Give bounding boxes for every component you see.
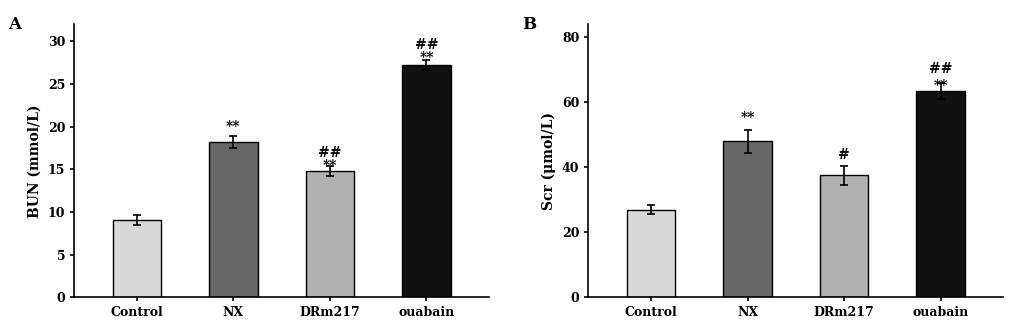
Text: ##: ## [928,62,952,76]
Text: **: ** [932,79,947,93]
Y-axis label: Scr (μmol/L): Scr (μmol/L) [541,112,555,210]
Bar [722,141,771,297]
Bar [627,210,675,297]
Text: #: # [838,149,849,163]
Bar [113,220,161,297]
Bar [916,91,964,297]
Bar [819,175,867,297]
Text: **: ** [226,120,240,134]
Text: ##: ## [415,38,438,52]
Text: **: ** [322,159,337,173]
Y-axis label: BUN (mmol/L): BUN (mmol/L) [29,104,42,218]
Text: ##: ## [318,146,341,160]
Text: **: ** [740,111,754,125]
Text: **: ** [419,50,433,65]
Bar [401,66,450,297]
Bar [209,142,257,297]
Text: B: B [522,16,536,33]
Bar [306,171,354,297]
Text: A: A [8,16,20,33]
